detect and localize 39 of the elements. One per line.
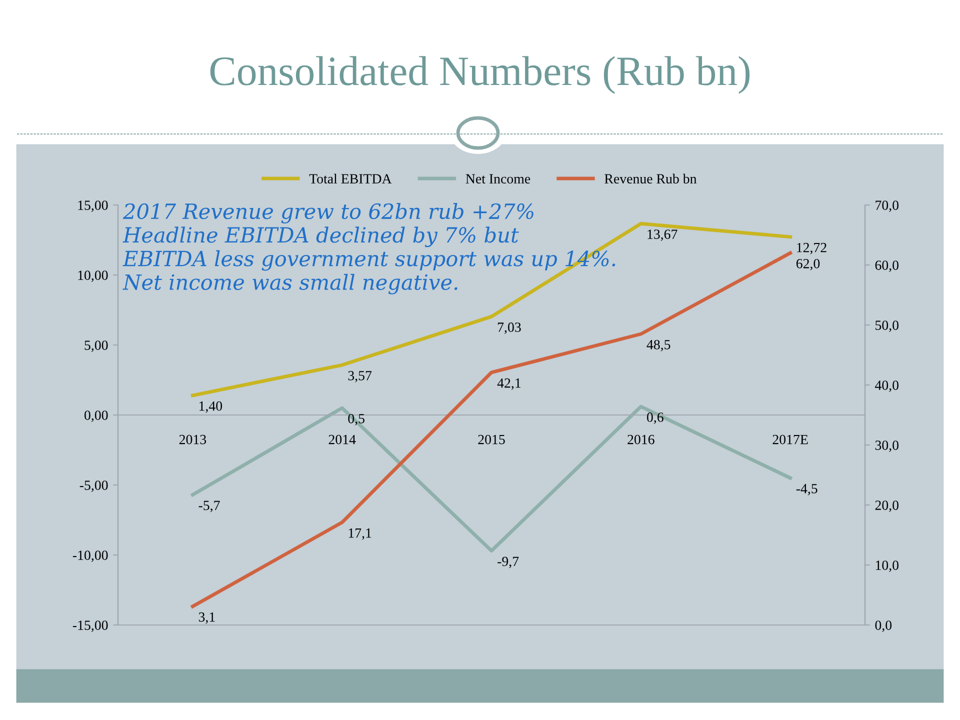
legend-label: Revenue Rub bn [604,174,697,184]
x-tick-label: 2015 [478,434,505,444]
data-label: 12,72 [797,242,826,254]
x-tick-label: 2017E [772,434,808,444]
x-tick-label: 2014 [328,434,356,444]
x-tick-label: 2016 [628,434,654,444]
y2-tick-label: 50,0 [876,320,898,332]
data-label: 7,03 [498,322,521,334]
y-tick-label: 10,00 [78,270,108,282]
legend-label: Total EBITDA [309,174,392,184]
data-label: 3,1 [198,612,215,624]
data-label: 13,67 [648,230,678,241]
y-tick-label: -5,00 [80,480,108,492]
y2-tick-label: 30,0 [875,440,898,452]
chart-title: Consolidated Numbers (Rub bn) [210,56,750,94]
data-label: -5,7 [198,500,220,512]
data-label: 1,40 [199,401,222,413]
y2-tick-label: 20,0 [875,500,898,512]
data-label: 17,1 [348,528,372,540]
data-label: -9,7 [498,556,519,568]
data-label: 0,6 [646,412,664,424]
data-label: 0,5 [348,414,364,426]
data-label: 48,5 [646,340,670,352]
y2-tick-label: 0,0 [875,620,892,632]
y2-tick-label: 40,0 [874,380,898,392]
data-label: 62,0 [796,258,820,270]
data-label: -4,5 [796,484,818,496]
data-label: 42,1 [497,378,521,390]
y-tick-label: 5,00 [84,340,108,352]
y-tick-label: -15,00 [72,620,108,632]
y2-tick-label: 70,0 [876,200,898,212]
legend-label: Net Income [466,174,530,184]
data-label: 3,57 [348,371,372,382]
y-tick-label: 15,00 [78,200,108,212]
y2-tick-label: 10,0 [876,560,898,572]
y2-tick-label: 60,0 [875,260,898,272]
y-tick-label: 0,00 [84,410,108,422]
y-tick-label: -10,00 [72,550,108,562]
x-tick-label: 2013 [179,434,206,444]
